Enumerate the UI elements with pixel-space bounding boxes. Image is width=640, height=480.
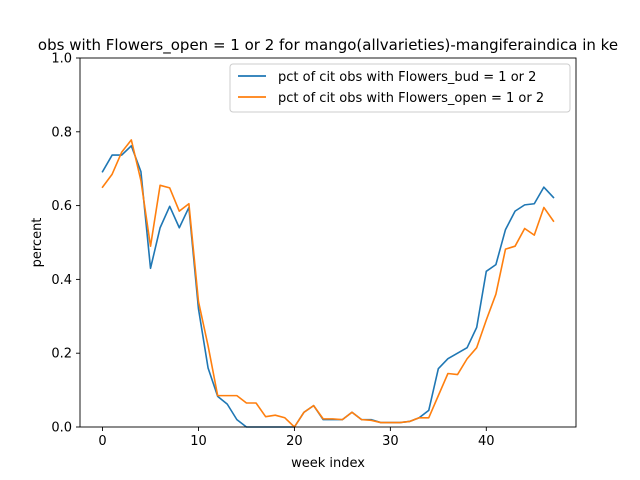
x-tick-label: 10 (190, 434, 207, 449)
axes-frame (79, 57, 577, 428)
x-tick-label: 20 (286, 434, 303, 449)
plot-area: 0 10 20 30 40 0.0 0.2 0.4 0.6 0.8 1.0 (51, 52, 577, 449)
y-tick-label: 1.0 (51, 52, 72, 67)
y-tick-label: 0.6 (51, 199, 72, 214)
y-tick-label: 0.8 (51, 125, 72, 140)
series-line-2 (101, 139, 555, 428)
legend: pct of cit obs with Flowers_bud = 1 or 2… (229, 63, 571, 113)
x-axis-label: week index (291, 456, 365, 471)
y-tick-label: 0.0 (51, 421, 72, 436)
chart-title: obs with Flowers_open = 1 or 2 for mango… (38, 36, 618, 55)
legend-entry-2: pct of cit obs with Flowers_open = 1 or … (278, 91, 544, 106)
y-axis-label: percent (30, 218, 45, 268)
x-tick-label: 30 (382, 434, 399, 449)
y-tick-label: 0.2 (51, 347, 72, 362)
x-tick-label: 40 (478, 434, 495, 449)
x-tick-label: 0 (98, 434, 106, 449)
y-tick-label: 0.4 (51, 273, 72, 288)
legend-entry-1: pct of cit obs with Flowers_bud = 1 or 2 (278, 70, 536, 85)
legend-box (229, 63, 571, 113)
